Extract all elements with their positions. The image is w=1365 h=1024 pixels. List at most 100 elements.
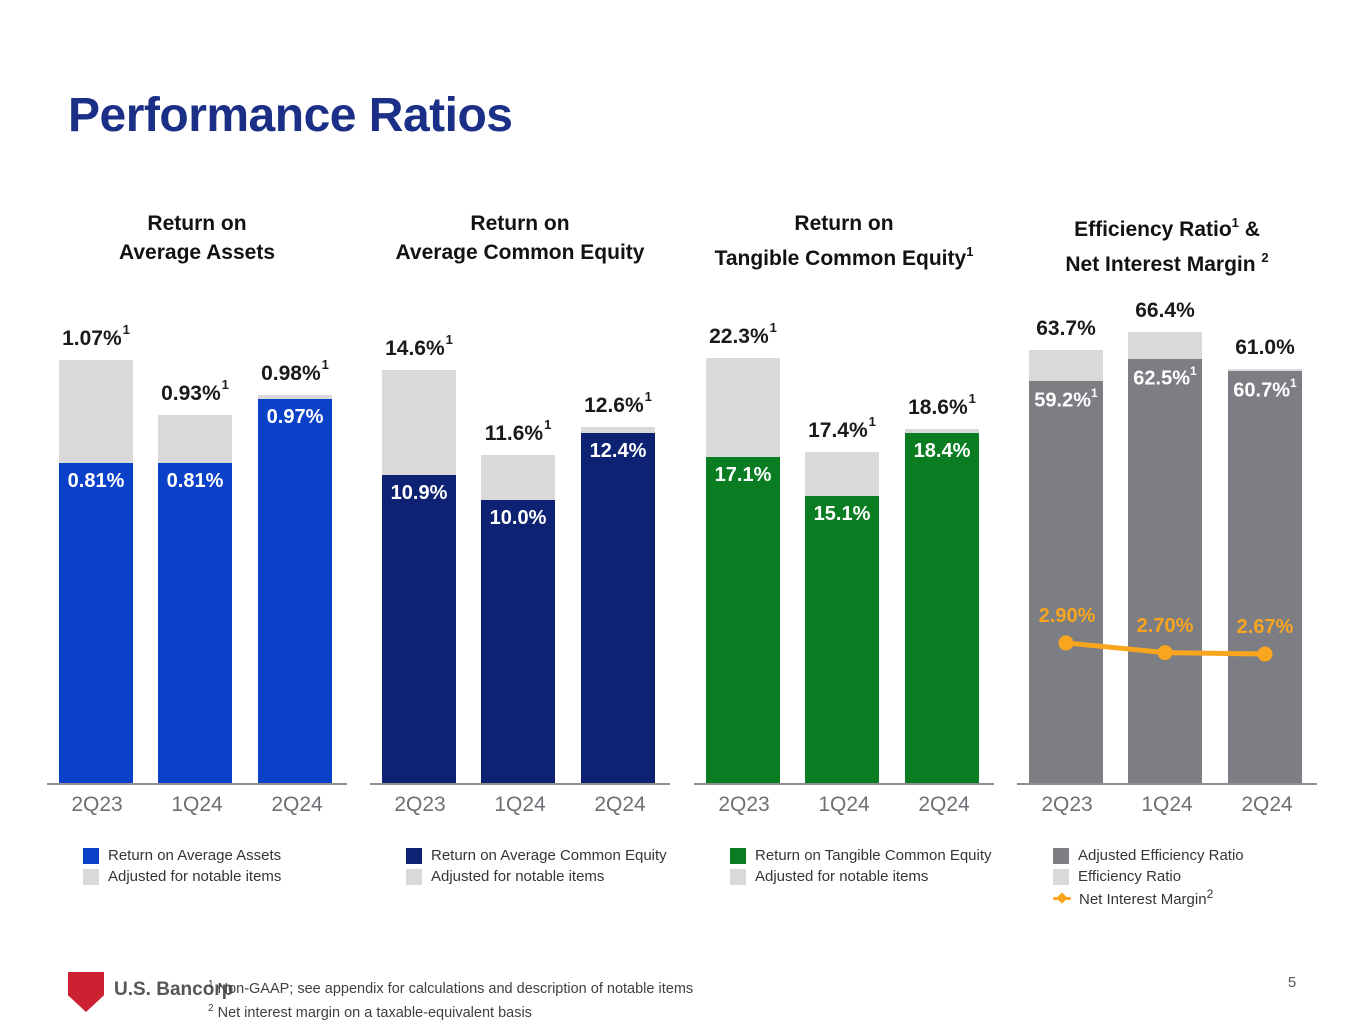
bar-value-label: 10.0% [489,507,547,529]
bar-2Q24: 18.4% [905,429,979,783]
chart-plot: 17.1% 22.3%1 15.1% 17.4%1 18.4% 18.6%1 [694,320,994,783]
nim-point-2Q24 [1257,646,1273,662]
chart-plot: 59.2%1 63.7% 62.5%1 66.4% 60.7%1 61.0% 2.90% 2.… [1017,299,1317,783]
x-axis-labels: 2Q23 1Q24 2Q24 [1017,793,1317,817]
legend-swatch-icon [406,847,422,864]
bar-adjusted-label: 12.6%1 [584,389,652,417]
legend-label: Adjusted for notable items [755,868,929,885]
chart-title-line: Efficiency Ratio1 & [1074,215,1260,241]
x-axis-label-2Q24: 2Q24 [271,793,323,816]
bar-segment-main [382,475,456,783]
bar-value-label: 10.9% [390,482,448,504]
bar-adjusted-label: 14.6%1 [385,332,453,360]
bar-adjusted-label: 22.3%1 [709,320,777,348]
legend-swatch-icon [1053,868,1069,885]
bar-2Q24: 0.97% [258,395,332,783]
chart-title: Return on Average Assets [47,209,347,267]
legend-line-diamond [1056,891,1068,904]
x-axis-label-2Q23: 2Q23 [1041,793,1093,816]
chart-group-3: Return on Tangible Common Equity1 17.1% 22.… [694,205,994,935]
net-interest-margin-line [1058,635,1273,662]
bar-value-label: 0.97% [266,406,324,428]
chart-plot: 0.81% 1.07%1 0.81% 0.93%1 0.97% 0.98%1 [47,322,347,783]
legend-label: Adjusted Efficiency Ratio [1078,847,1244,864]
x-axis-label-2Q24: 2Q24 [594,793,646,816]
x-axis-label-1Q24: 1Q24 [171,793,223,816]
bar-segment-main [258,399,332,783]
bar-2Q23: 59.2%1 [1029,350,1103,783]
bar-2Q23: 10.9% [382,370,456,783]
legend-swatch-icon [730,847,746,864]
legend-item: Adjusted for notable items [730,868,992,885]
legend-item: Adjusted for notable items [406,868,667,885]
charts-row: Return on Average Assets 0.81% 1.07%1 0.81% 0… [0,205,1365,935]
chart-title: Efficiency Ratio1 & Net Interest Margin 2 [1017,209,1317,279]
bar-2Q24: 12.4% [581,427,655,783]
bar-adjusted-label: 61.0% [1235,336,1295,359]
x-axis-label-1Q24: 1Q24 [1141,793,1193,816]
bar-value-label: 15.1% [813,503,871,525]
chart-legend: Return on Average Common Equity Adjusted … [406,847,667,889]
nim-value-label: 2.67% [1236,616,1294,639]
bar-adjusted-label: 63.7% [1036,317,1096,340]
chart-title: Return on Average Common Equity [370,209,670,267]
bar-value-label: 12.4% [589,440,647,462]
legend-item: Return on Average Common Equity [406,847,667,864]
bar-adjusted-label: 0.93%1 [161,377,229,405]
x-axis-label-2Q23: 2Q23 [394,793,446,816]
bar-segment-main [158,463,232,783]
x-axis-label-1Q24: 1Q24 [818,793,870,816]
x-axis-label-2Q23: 2Q23 [71,793,123,816]
footnote-1: 1 Non-GAAP; see appendix for calculation… [208,975,693,999]
bar-adjusted-label: 17.4%1 [808,414,876,442]
legend-label: Adjusted for notable items [108,868,282,885]
bar-value-label: 62.5%1 [1133,364,1197,390]
legend-swatch-icon [406,868,422,885]
chart-title-line: Return on [470,212,570,235]
chart-title-line: Return on [794,212,894,235]
legend-item: Adjusted Efficiency Ratio [1053,847,1244,864]
bar-2Q23: 17.1% [706,358,780,783]
x-axis-label-2Q23: 2Q23 [718,793,770,816]
chart-legend: Adjusted Efficiency Ratio Efficiency Rati… [1053,847,1244,910]
bar-segment-main [1029,381,1103,783]
bar-1Q24: 15.1% [805,452,879,783]
x-axis-labels: 2Q23 1Q24 2Q24 [694,793,994,817]
bar-1Q24: 10.0% [481,455,555,783]
bar-adjusted-label: 0.98%1 [261,357,329,385]
bar-2Q23: 0.81% [59,360,133,783]
x-axis-line [370,783,670,785]
chart-title-line: Net Interest Margin 2 [1065,250,1269,276]
chart-title-line: Return on [147,212,247,235]
bar-value-label: 59.2%1 [1034,386,1098,412]
legend-item: Return on Tangible Common Equity [730,847,992,864]
legend-label: Return on Average Assets [108,847,282,864]
bar-segment-main [481,500,555,783]
x-axis-label-2Q24: 2Q24 [918,793,970,816]
x-axis-label-1Q24: 1Q24 [494,793,546,816]
bar-2Q24: 60.7%1 [1228,369,1302,783]
bar-segment-main [1128,359,1202,783]
us-bancorp-shield-logo-icon [68,972,104,1012]
legend-label: Return on Average Common Equity [431,847,667,864]
chart-title-line: Average Common Equity [395,241,645,264]
legend-label: Net Interest Margin2 [1079,887,1214,908]
nim-point-2Q23 [1058,635,1074,651]
bar-value-label: 60.7%1 [1233,376,1297,402]
x-axis-label-2Q24: 2Q24 [1241,793,1293,816]
legend-item: Efficiency Ratio [1053,868,1244,885]
bar-value-label: 0.81% [67,470,125,492]
legend-label: Adjusted for notable items [431,868,605,885]
bar-segment-main [706,457,780,783]
bar-value-label: 17.1% [714,464,772,486]
footnote-1-text: Non-GAAP; see appendix for calculations … [217,980,694,997]
legend-swatch-icon [1053,847,1069,864]
bar-segment-main [581,433,655,783]
chart-title-line: Tangible Common Equity1 [714,244,974,270]
legend-swatch-icon [83,847,99,864]
bar-segment-main [1228,371,1302,783]
chart-title-line: Average Assets [118,241,276,264]
legend-label: Return on Tangible Common Equity [755,847,992,864]
chart-group-4: Efficiency Ratio1 & Net Interest Margin 2… [1017,205,1317,935]
